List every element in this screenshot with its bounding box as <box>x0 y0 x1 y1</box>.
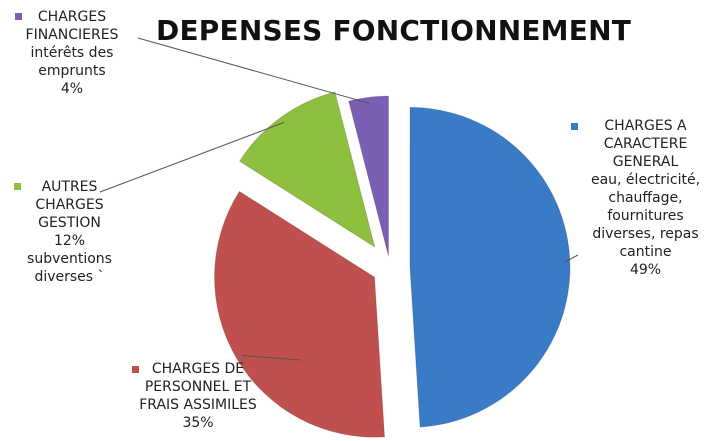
label-line: FINANCIERES <box>25 27 119 43</box>
label-line: FRAIS ASSIMILES <box>139 397 257 413</box>
label-line: CHARGES A <box>604 118 687 134</box>
leader-line-personnel <box>241 355 301 361</box>
label-line: CHARGES <box>37 9 107 25</box>
leader-line-financieres <box>137 37 370 104</box>
label-line: cantine <box>619 244 672 260</box>
label-line: fournitures <box>607 208 684 224</box>
label-line: eau, électricité, <box>590 172 701 188</box>
label-charges-personnel: CHARGES DE PERSONNEL ET FRAIS ASSIMILES 35% <box>118 360 278 432</box>
label-line: CHARGES DE <box>151 361 245 377</box>
label-line: emprunts <box>38 63 106 79</box>
label-line: CARACTERE <box>603 136 688 152</box>
label-line: 49% <box>629 262 662 278</box>
label-line: 35% <box>182 415 214 431</box>
legend-bullet-general <box>571 123 578 130</box>
label-line: chauffage, <box>608 190 683 206</box>
pie-slice-personnel <box>214 190 386 438</box>
label-charges-financieres: CHARGES FINANCIERES intérêts des emprunts 4% <box>2 8 142 98</box>
label-line: GESTION <box>38 215 101 231</box>
chart-title: DEPENSES FONCTIONNEMENT <box>156 14 632 47</box>
label-line: PERSONNEL ET <box>144 379 252 395</box>
pie-slice-autres <box>238 91 376 249</box>
leader-line-general <box>563 254 579 263</box>
pie-slice-financieres <box>348 95 389 257</box>
label-line: 12% <box>53 233 86 249</box>
label-charges-general: CHARGES A CARACTERE GENERAL eau, électricit… <box>578 117 713 279</box>
label-line: 4% <box>60 81 84 97</box>
label-line: GENERAL <box>612 154 679 170</box>
legend-bullet-autres <box>14 183 21 190</box>
label-line: CHARGES <box>35 197 104 213</box>
label-line: diverses, repas <box>592 226 699 242</box>
pie-slice-general <box>409 106 571 428</box>
label-autres-charges: AUTRES CHARGES GESTION 12% subventions divers… <box>2 178 137 286</box>
label-line: intérêts des <box>30 45 114 61</box>
legend-bullet-personnel <box>132 366 139 373</box>
legend-bullet-financieres <box>15 13 22 20</box>
label-line: diverses ` <box>34 269 105 285</box>
leader-line-autres <box>99 121 285 193</box>
label-line: subventions <box>27 251 112 267</box>
label-line: AUTRES <box>41 179 98 195</box>
